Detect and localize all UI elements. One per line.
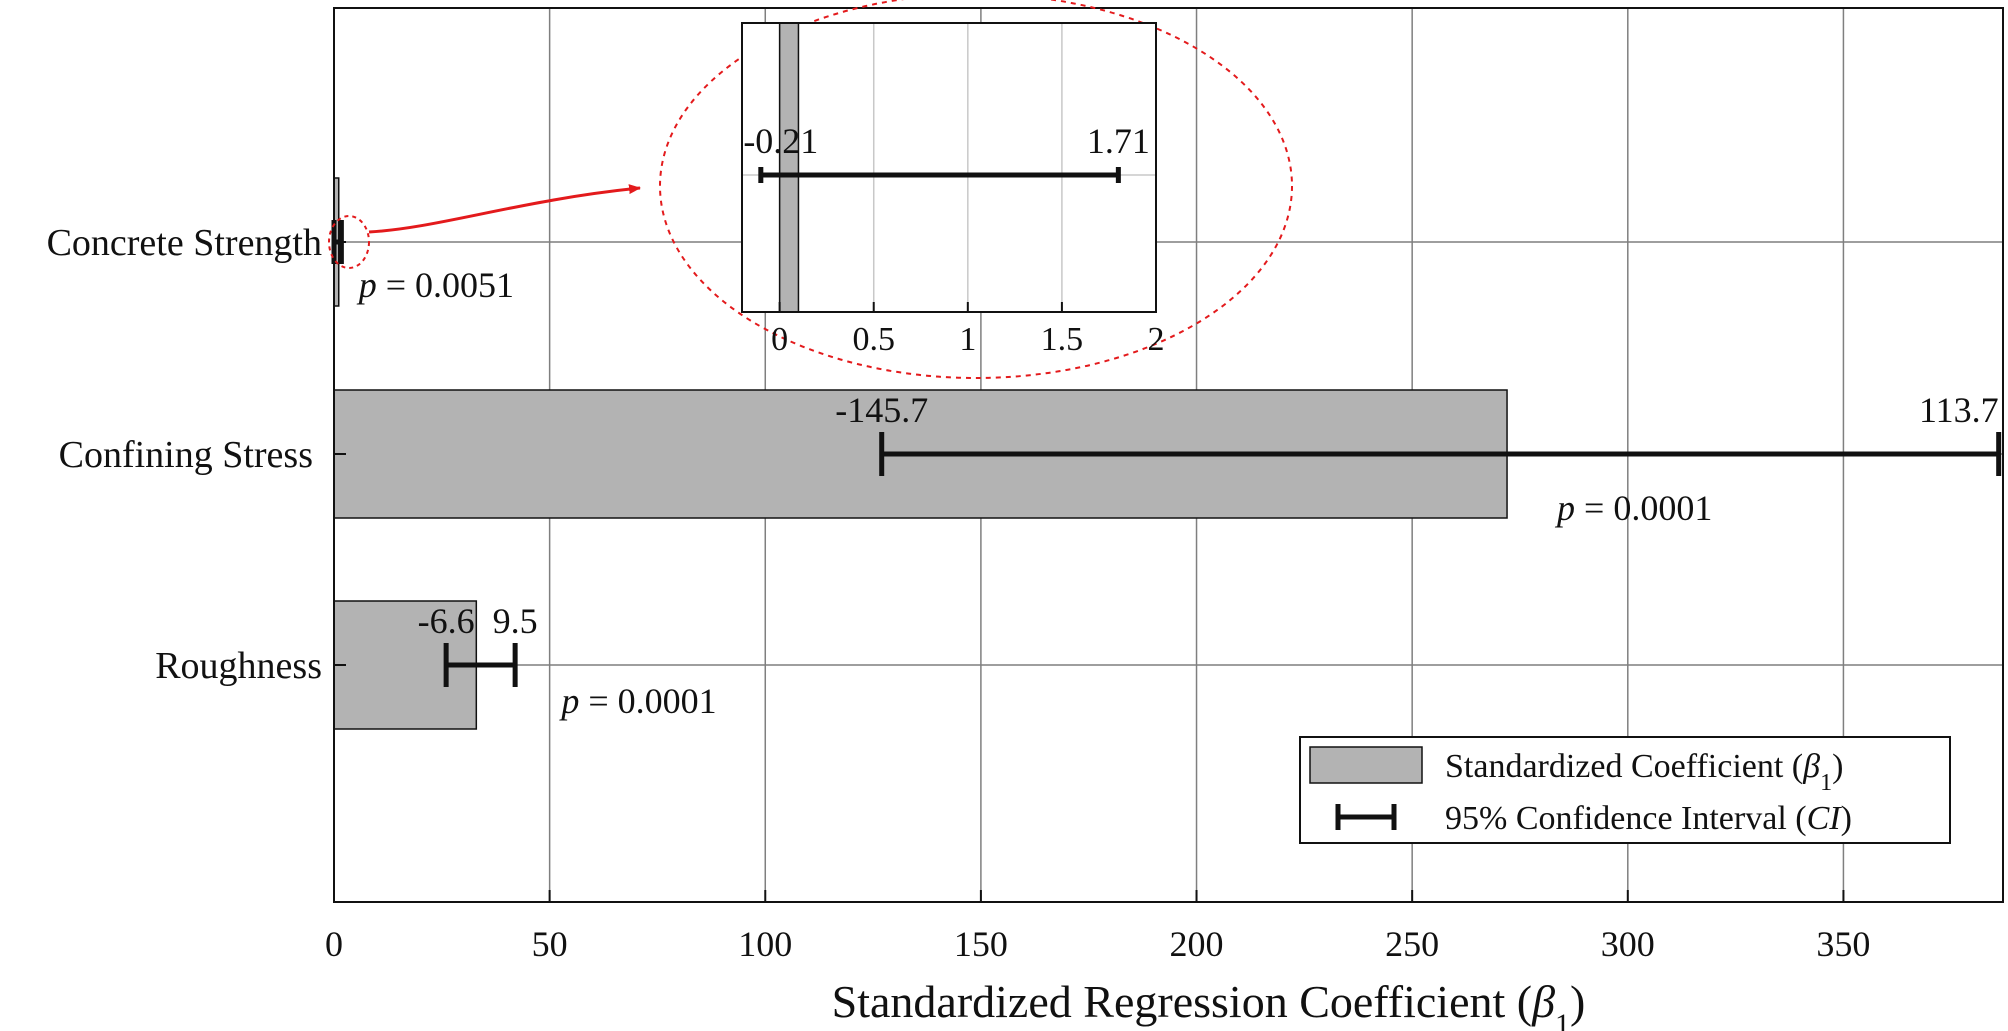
- inset-tick-label: 0: [771, 321, 788, 358]
- legend-bar-label-text: Standardized Coefficient (: [1445, 748, 1803, 785]
- callout-arrow: [368, 184, 641, 234]
- ci-lower-label-confining-stress: -145.7: [835, 390, 928, 430]
- x-axis-label-text: Standardized Regression Coefficient: [832, 976, 1506, 1027]
- x-axis-label-subscript: 1: [1555, 1008, 1570, 1031]
- inset-ci-lower-label: -0.21: [743, 121, 818, 161]
- p-number: 0.0001: [1613, 488, 1712, 528]
- callout-large-ellipse: [659, 0, 1293, 379]
- p-equals: =: [579, 681, 617, 721]
- x-tick-label: 150: [954, 924, 1008, 964]
- category-label-confining-stress: Confining Stress: [59, 434, 313, 476]
- x-tick-label: 250: [1385, 924, 1439, 964]
- p-value-concrete-strength: p = 0.0051: [356, 265, 514, 305]
- x-tick-label: 0: [325, 924, 343, 964]
- ci-lower-label-roughness: -6.6: [418, 601, 475, 641]
- x-tick-label: 300: [1601, 924, 1655, 964]
- legend-ci-label-symbol: CI: [1807, 800, 1843, 837]
- x-tick-label: 100: [738, 924, 792, 964]
- x-axis-label-symbol: β: [1531, 976, 1555, 1027]
- legend-ci-label: 95% Confidence Interval (CI): [1445, 800, 1852, 837]
- legend-bar-label-close: ): [1832, 748, 1843, 785]
- inset-tick-label: 2: [1148, 321, 1165, 358]
- legend-ci-label-text: 95% Confidence Interval (: [1445, 800, 1807, 837]
- errorbar-confining-stress: [879, 432, 2002, 476]
- label-layer: Concrete Strength p = 0.0051 Confining Str…: [47, 222, 1999, 721]
- p-symbol: p: [356, 265, 377, 305]
- legend-errorbar-icon: [1335, 804, 1397, 830]
- ci-upper-label-confining-stress: 113.7: [1919, 390, 1999, 430]
- legend-bar-swatch: [1309, 746, 1423, 784]
- x-tick-label: 50: [532, 924, 568, 964]
- zoom-callout: [328, 0, 1293, 379]
- p-equals: =: [1575, 488, 1613, 528]
- legend-bar-label-symbol: β: [1802, 748, 1820, 785]
- ci-upper-label-roughness: 9.5: [493, 601, 538, 641]
- inset-errorbar: -0.21 1.71: [743, 121, 1150, 183]
- x-tick-label: 200: [1170, 924, 1224, 964]
- errorbar-roughness: [443, 643, 518, 687]
- inset-ci-upper-label: 1.71: [1087, 121, 1150, 161]
- legend-bar-label: Standardized Coefficient (β1): [1445, 748, 1843, 796]
- x-axis-label-close: ): [1570, 976, 1585, 1027]
- legend-ci-label-close: ): [1841, 800, 1852, 837]
- callout-small-ellipse: [328, 215, 370, 269]
- p-symbol: p: [1554, 488, 1575, 528]
- inset-tick-label: 1.5: [1041, 321, 1084, 358]
- axis-ticks: 0 50 100 150 200 250 300 350: [325, 241, 1870, 964]
- p-symbol: p: [558, 681, 579, 721]
- p-value-roughness: p = 0.0001: [558, 681, 716, 721]
- x-axis-label-open: (: [1505, 976, 1532, 1027]
- p-number: 0.0051: [415, 265, 514, 305]
- legend: Standardized Coefficient (β1) 95% Confid…: [1299, 736, 1951, 844]
- inset-bar-concrete-strength: [778, 22, 800, 313]
- legend-bar-label-sub: 1: [1820, 770, 1832, 796]
- inset-background: [742, 23, 1156, 312]
- x-axis-label: Standardized Regression Coefficient (β1): [832, 976, 1586, 1031]
- inset-tick-label: 0.5: [852, 321, 895, 358]
- p-value-confining-stress: p = 0.0001: [1554, 488, 1712, 528]
- inset-frame: [741, 22, 1157, 313]
- category-label-roughness: Roughness: [155, 645, 322, 687]
- p-number: 0.0001: [618, 681, 717, 721]
- x-tick-label: 350: [1816, 924, 1870, 964]
- inset-tick-label: 1: [959, 321, 976, 358]
- p-equals: =: [377, 265, 415, 305]
- category-label-concrete-strength: Concrete Strength: [47, 222, 322, 264]
- inset-ticks: 0 0.5 1 1.5 2: [771, 302, 1165, 358]
- inset-zoom-plot: -0.21 1.71 0 0.5 1 1.5 2: [741, 22, 1165, 358]
